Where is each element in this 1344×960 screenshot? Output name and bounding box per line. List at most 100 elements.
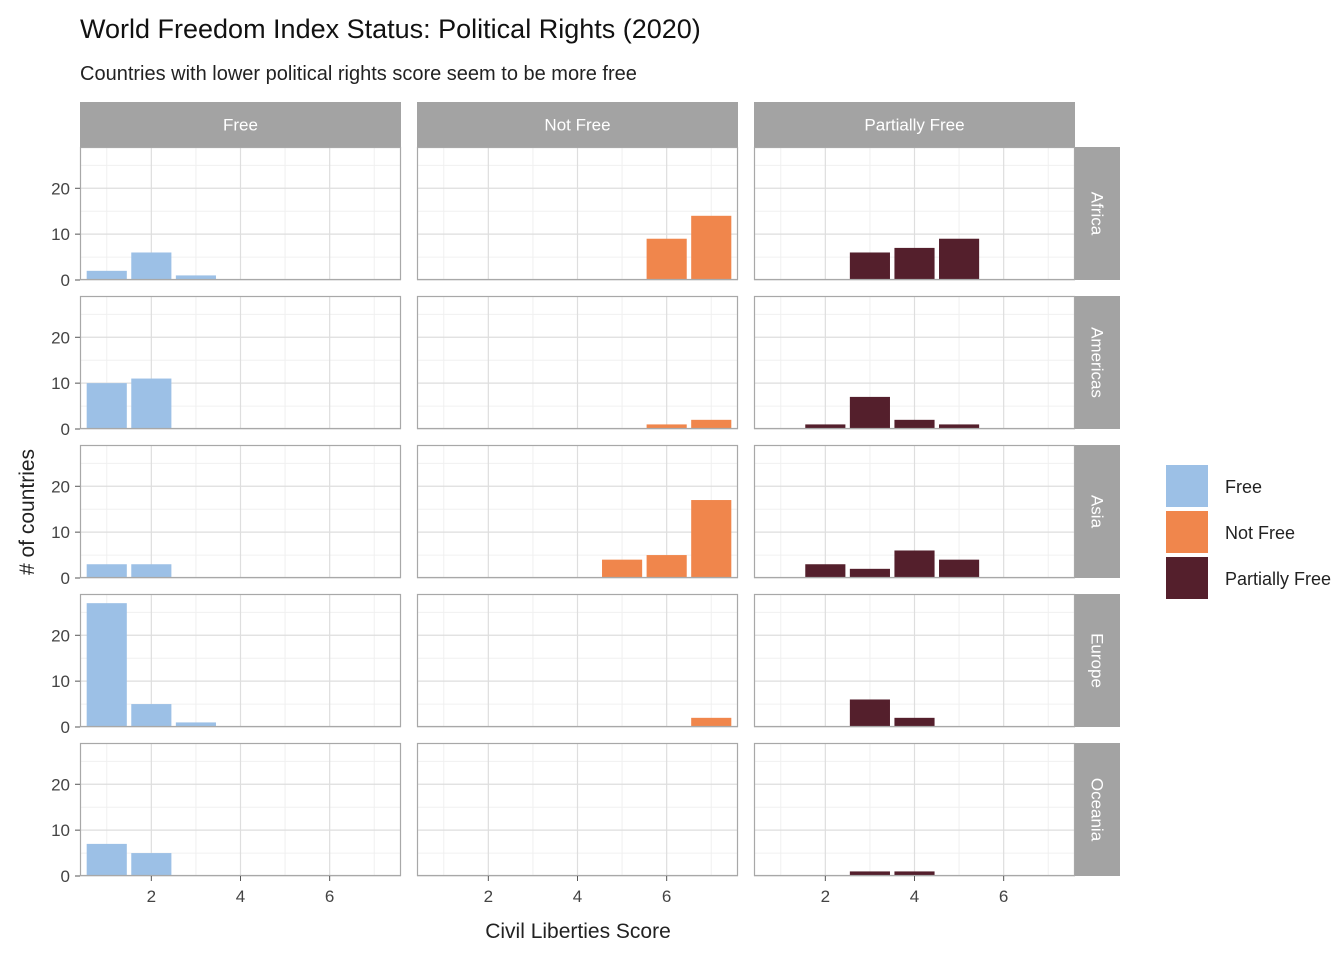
legend-label-not-free: Not Free: [1225, 523, 1295, 543]
bar-americas-free-x2: [131, 378, 172, 429]
bar-asia-not-free-x7: [691, 500, 732, 578]
strip-partially-free: [754, 102, 1075, 147]
y-tick-label: 20: [51, 179, 70, 198]
y-tick-label: 0: [61, 271, 70, 290]
panel-asia-not-free: [416, 444, 739, 579]
legend: Free Not Free Partially Free: [1166, 465, 1331, 599]
strip-europe: [1075, 594, 1120, 727]
axes: 0 10 20 0 10 20 0 10 20 0 10 20 0 10 20 2 4 6 2 4 6 2 4 6: [51, 179, 1008, 906]
bar-oceania-partially-free-x3: [849, 871, 890, 876]
chart-title: World Freedom Index Status: Political Ri…: [80, 14, 701, 44]
bar-asia-partially-free-x3: [849, 568, 890, 578]
panel-border: [753, 146, 1076, 281]
panel-border: [753, 593, 1076, 728]
bar-americas-not-free-x6: [646, 424, 687, 429]
bar-europe-not-free-x7: [691, 717, 732, 727]
panel-oceania-not-free: [416, 742, 739, 877]
strip-free: [80, 102, 401, 147]
legend-swatch-not-free: [1166, 511, 1208, 553]
bar-europe-partially-free-x4: [894, 717, 935, 727]
strip-label-europe: Europe: [1088, 633, 1107, 688]
y-tick-label: 0: [61, 420, 70, 439]
strip-americas: [1075, 296, 1120, 429]
y-tick-label: 10: [51, 672, 70, 691]
panel-africa-free: [79, 146, 402, 281]
x-tick-label: 4: [236, 887, 245, 906]
bar-africa-free-x3: [175, 275, 216, 280]
legend-label-partially-free: Partially Free: [1225, 569, 1331, 589]
bar-asia-free-x2: [131, 564, 172, 578]
bar-europe-free-x3: [175, 722, 216, 727]
bar-oceania-free-x2: [131, 853, 172, 876]
panel-border: [416, 593, 739, 728]
y-tick-label: 0: [61, 867, 70, 886]
y-axis-title: # of countries: [16, 449, 39, 575]
strip-label-not-free: Not Free: [544, 116, 610, 135]
panel-border: [79, 295, 402, 430]
y-tick-label: 10: [51, 374, 70, 393]
panel-border: [416, 295, 739, 430]
bar-europe-free-x2: [131, 704, 172, 727]
panel-asia-free: [79, 444, 402, 579]
panel-border: [753, 444, 1076, 579]
bar-europe-partially-free-x3: [849, 699, 890, 727]
facet-strips: Free Not Free Partially Free Africa Americas…: [80, 102, 1120, 876]
panel-africa-not-free: [416, 146, 739, 281]
strip-not-free: [417, 102, 738, 147]
x-tick-label: 2: [147, 887, 156, 906]
y-tick-label: 20: [51, 775, 70, 794]
panel-border: [79, 444, 402, 579]
panel-border: [79, 146, 402, 281]
facet-panels: [79, 146, 1076, 877]
panel-europe-partially-free: [753, 593, 1076, 728]
bar-americas-free-x1: [86, 383, 127, 429]
panel-border: [753, 742, 1076, 877]
bar-oceania-partially-free-x4: [894, 871, 935, 876]
x-tick-label: 2: [484, 887, 493, 906]
y-tick-label: 10: [51, 821, 70, 840]
x-tick-label: 4: [573, 887, 582, 906]
strip-label-asia: Asia: [1088, 495, 1107, 529]
bar-asia-partially-free-x2: [805, 564, 846, 578]
strip-label-oceania: Oceania: [1088, 778, 1107, 842]
bar-africa-partially-free-x3: [849, 252, 890, 280]
bar-africa-free-x2: [131, 252, 172, 280]
bar-asia-free-x1: [86, 564, 127, 578]
bar-africa-partially-free-x5: [939, 238, 980, 280]
x-axis-title: Civil Liberties Score: [485, 920, 671, 943]
bar-africa-not-free-x7: [691, 215, 732, 280]
panel-asia-partially-free: [753, 444, 1076, 579]
panel-oceania-partially-free: [753, 742, 1076, 877]
panel-europe-not-free: [416, 593, 739, 728]
y-tick-label: 20: [51, 328, 70, 347]
y-tick-label: 10: [51, 225, 70, 244]
y-tick-label: 0: [61, 718, 70, 737]
bar-americas-partially-free-x5: [939, 424, 980, 429]
bar-americas-partially-free-x4: [894, 419, 935, 429]
strip-africa: [1075, 147, 1120, 280]
y-tick-label: 20: [51, 626, 70, 645]
panel-oceania-free: [79, 742, 402, 877]
strip-label-africa: Africa: [1088, 192, 1107, 236]
x-tick-label: 2: [821, 887, 830, 906]
y-tick-label: 10: [51, 523, 70, 542]
panel-americas-free: [79, 295, 402, 430]
bar-oceania-free-x1: [86, 843, 127, 876]
bar-asia-not-free-x5: [602, 559, 643, 578]
panel-africa-partially-free: [753, 146, 1076, 281]
panel-border: [79, 593, 402, 728]
bar-americas-partially-free-x3: [849, 396, 890, 429]
bar-asia-partially-free-x4: [894, 550, 935, 578]
strip-label-partially-free: Partially Free: [864, 116, 964, 135]
panel-border: [416, 146, 739, 281]
x-tick-label: 6: [662, 887, 671, 906]
chart-subtitle: Countries with lower political rights sc…: [80, 63, 637, 85]
legend-swatch-free: [1166, 465, 1208, 507]
bar-americas-partially-free-x2: [805, 424, 846, 429]
strip-label-free: Free: [223, 116, 258, 135]
x-tick-label: 6: [325, 887, 334, 906]
panel-americas-partially-free: [753, 295, 1076, 430]
bar-europe-free-x1: [86, 603, 127, 727]
panel-europe-free: [79, 593, 402, 728]
